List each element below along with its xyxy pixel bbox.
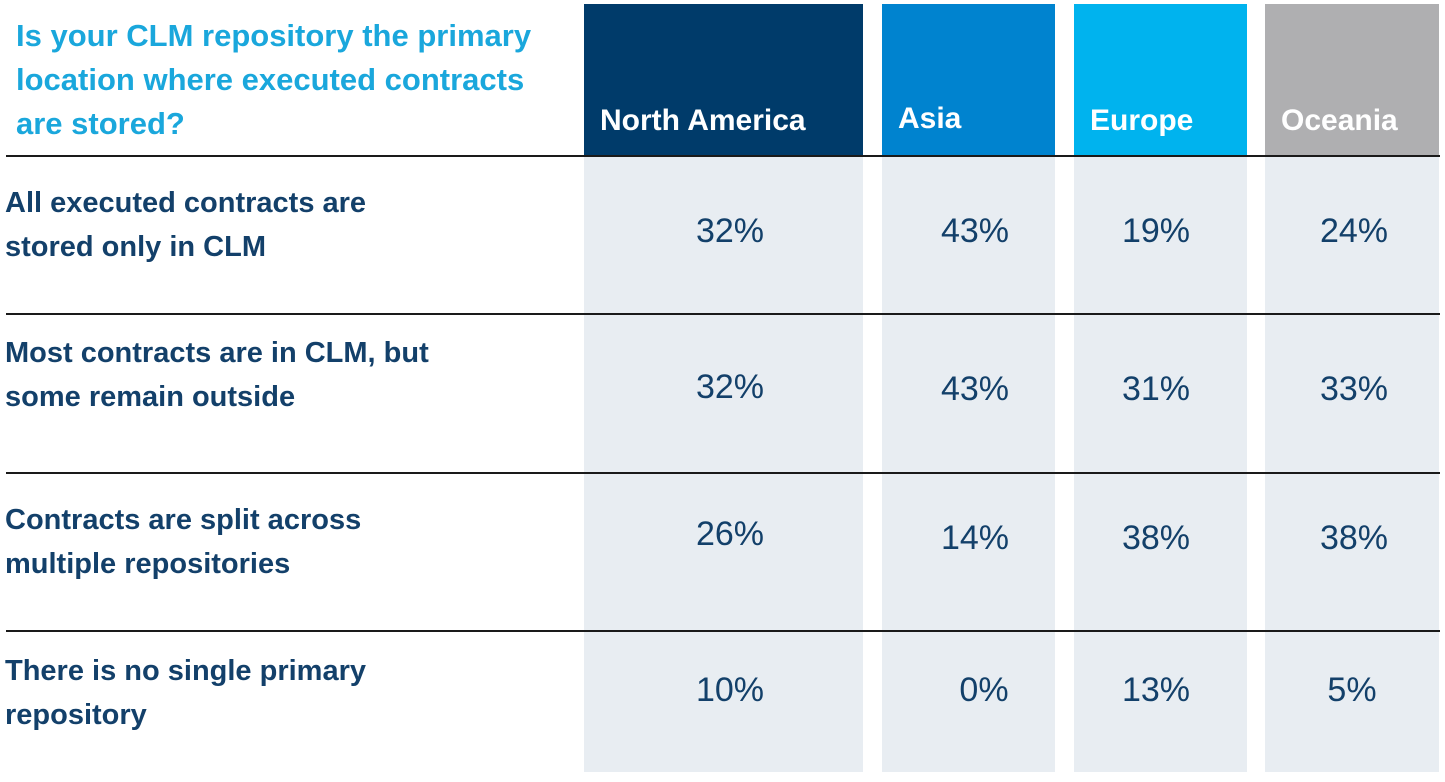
question-title: Is your CLM repository the primary locat…: [16, 18, 532, 141]
col-bg-europe: [1074, 155, 1247, 772]
value-cell: 13%: [1121, 671, 1191, 709]
row-label: There is no single primary repository: [5, 655, 366, 731]
col-bg-asia: [882, 155, 1055, 772]
col-bg-oceania: [1265, 155, 1439, 772]
value-cell: 26%: [695, 515, 765, 553]
col-header-asia: Asia: [882, 4, 1055, 155]
value-cell: 31%: [1121, 370, 1191, 408]
row-divider: [6, 630, 1440, 632]
value-cell: 32%: [695, 368, 765, 406]
row-divider: [6, 472, 1440, 474]
value-cell: 32%: [695, 212, 765, 250]
col-header-label: Oceania: [1281, 104, 1398, 137]
value-cell: 38%: [1121, 519, 1191, 557]
value-cell: 19%: [1121, 212, 1191, 250]
value-cell: 33%: [1319, 370, 1389, 408]
row-label: All executed contracts are stored only i…: [5, 187, 367, 263]
value-cell: 43%: [940, 212, 1010, 250]
col-header-oceania: Oceania: [1265, 4, 1439, 155]
value-cell: 24%: [1319, 212, 1389, 250]
value-cell: 38%: [1319, 519, 1389, 557]
col-header-label: North America: [600, 104, 806, 137]
value-cell: 14%: [940, 519, 1010, 557]
value-cell: 43%: [940, 370, 1010, 408]
row-divider: [6, 155, 1440, 157]
col-bg-north-america: [584, 155, 863, 772]
value-cell: 5%: [1327, 671, 1377, 709]
col-header-europe: Europe: [1074, 4, 1247, 155]
value-cell: 10%: [695, 671, 765, 709]
col-header-label: Asia: [898, 102, 962, 135]
col-header-north-america: North America: [584, 4, 863, 155]
value-cell: 0%: [959, 671, 1009, 709]
row-label: Contracts are split across multiple repo…: [5, 504, 362, 580]
row-divider: [6, 313, 1440, 315]
row-label: Most contracts are in CLM, but some rema…: [5, 337, 429, 413]
col-header-label: Europe: [1090, 104, 1194, 137]
